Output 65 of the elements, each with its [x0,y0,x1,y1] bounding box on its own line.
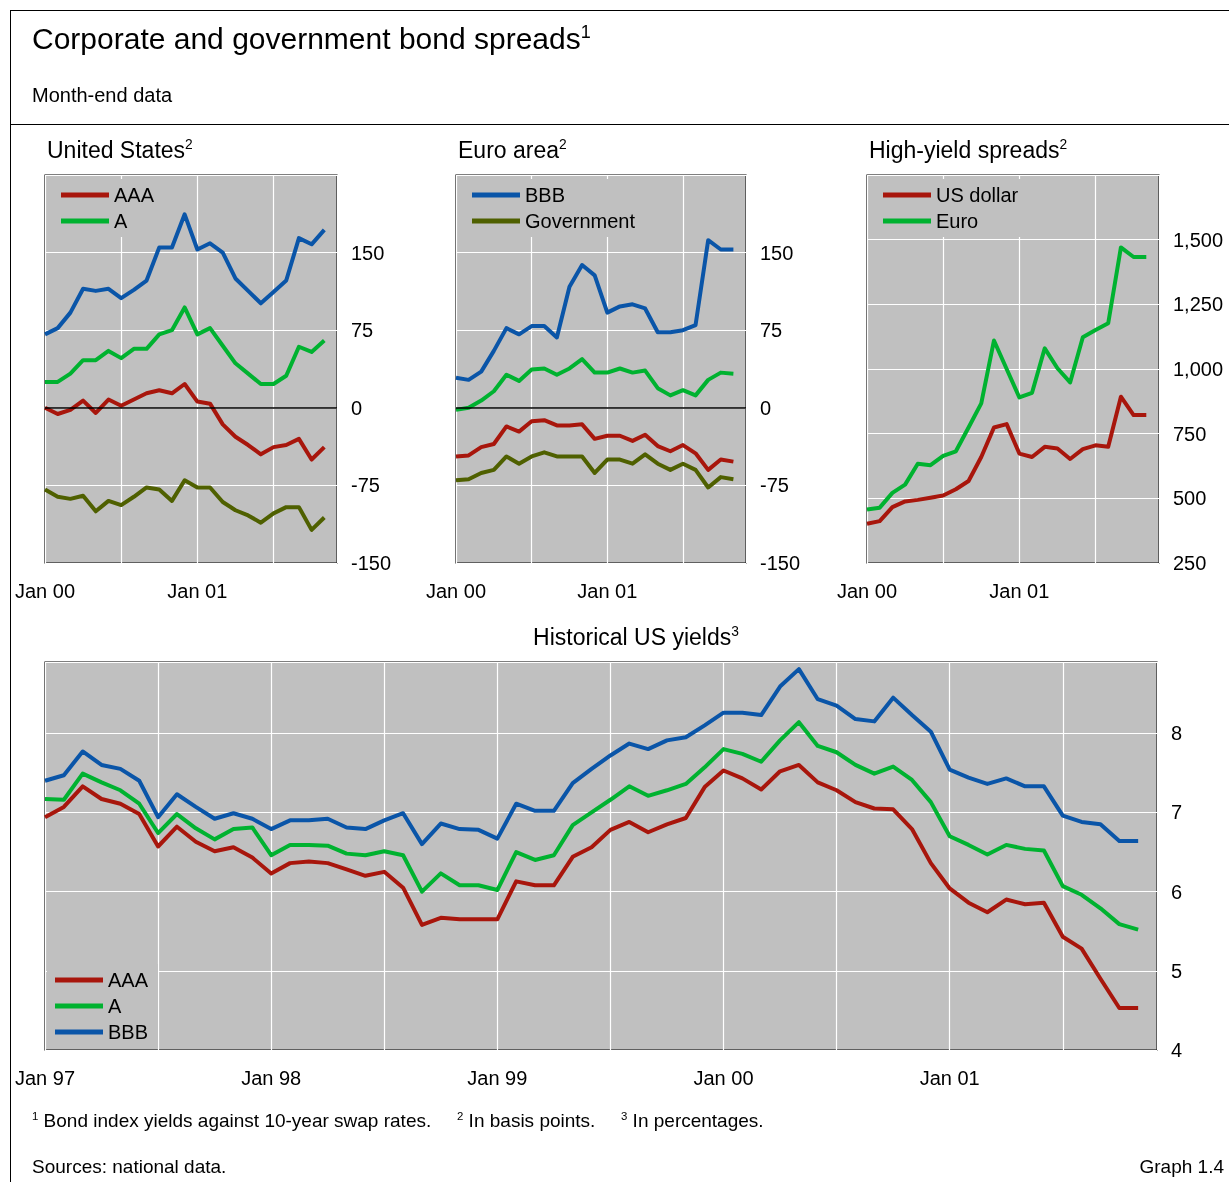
line-series [454,357,736,412]
legend-label: BBB [108,1021,149,1043]
x-tick-label: Jan 01 [919,1067,980,1089]
chart-title: High-yield spreads$^{2}$ [869,137,1068,164]
y-tick-label: 75 [351,319,374,342]
line-series [454,450,736,490]
text: $^{2}$ In basis points. [457,1110,596,1133]
legend-label: Government [525,210,636,232]
x-tick-label: Jan 00 [14,580,76,602]
y-tick-label: 1,250 [1173,293,1224,316]
y-tick-label: 500 [1173,487,1207,510]
line-series [865,245,1149,512]
y-tick-label: 6 [1171,880,1183,903]
x-tick-label: Jan 98 [241,1067,302,1089]
legend-label: A [114,210,128,232]
x-tick-label: Jan 00 [836,580,898,602]
x-tick-label: Jan 97 [14,1067,76,1089]
y-tick-label: -75 [760,474,789,497]
legend-label: BBB [525,184,566,206]
legend-label: AAA [114,184,155,206]
x-tick-label: Jan 01 [989,580,1050,602]
source-note: Sources: national data. [32,1156,227,1178]
legend-label: US dollar [936,184,1019,206]
text: Month-end data [32,84,173,107]
y-tick-label: 150 [760,241,794,264]
line-series [43,667,1141,847]
line-series [865,394,1149,526]
y-tick-label: -150 [760,552,801,574]
y-tick-label: 1,500 [1173,228,1224,251]
line-series [43,762,1141,1011]
x-tick-label: Jan 00 [693,1067,754,1089]
chart-title: Euro area$^{2}$ [458,137,567,164]
line-series [43,305,327,386]
legend-label: Euro [936,210,979,232]
line-series [43,478,327,532]
text: $^{1}$ Bond index yields against 10-year swap rates. [32,1110,432,1133]
y-tick-label: 7 [1171,801,1183,824]
text: $^{3}$ In percentages. [621,1110,764,1133]
line-series [454,418,736,472]
x-tick-label: Jan 00 [425,580,487,602]
caption: Graph 1.4 [1139,1156,1224,1178]
y-tick-label: 8 [1171,722,1183,745]
y-tick-label: 1,000 [1173,358,1224,380]
legend-label: AAA [108,969,149,991]
line-series [43,720,1141,932]
x-tick-label: Jan 01 [167,580,228,602]
y-tick-label: 150 [351,241,385,264]
x-tick-label: Jan 99 [467,1067,528,1089]
y-tick-label: 250 [1173,552,1207,574]
y-tick-label: 0 [351,396,363,419]
y-tick-label: 750 [1173,422,1207,445]
chart-title: Historical US yields$^{3}$ [533,624,739,651]
x-tick-label: Jan 01 [577,580,638,602]
y-tick-label: -75 [351,474,380,497]
legend-label: A [108,995,122,1017]
y-tick-label: 0 [760,396,772,419]
y-tick-label: 4 [1171,1039,1183,1061]
line-series [43,382,327,462]
chart-title: United States$^{2}$ [47,137,193,164]
y-tick-label: -150 [351,552,392,574]
y-tick-label: 75 [760,319,783,342]
line-series [454,238,736,382]
text: Corporate and government bond spreads$^{1}$ [32,22,591,56]
y-tick-label: 5 [1171,959,1183,982]
line-series [43,212,327,337]
